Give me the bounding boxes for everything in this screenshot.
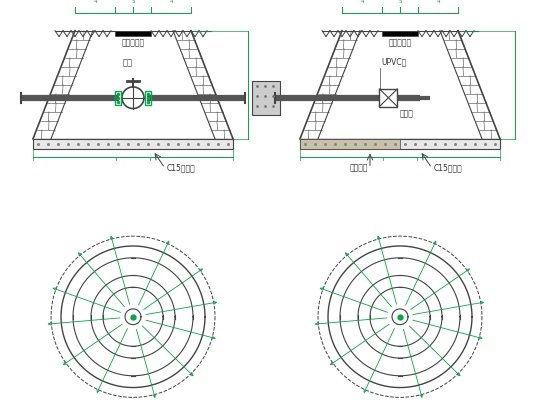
Text: UPVC管: UPVC管 xyxy=(382,57,407,66)
Text: 4: 4 xyxy=(360,0,364,4)
Bar xyxy=(380,89,398,107)
Text: 4: 4 xyxy=(436,0,440,4)
Text: 5: 5 xyxy=(131,0,135,4)
Text: C15砼垫层: C15砼垫层 xyxy=(167,164,196,173)
Text: 卵石垫层: 卵石垫层 xyxy=(349,164,368,173)
Text: 5: 5 xyxy=(398,0,402,4)
Bar xyxy=(115,91,121,105)
Circle shape xyxy=(122,87,144,108)
Text: 闸阀: 闸阀 xyxy=(123,58,133,67)
Text: 预制砼井盖: 预制砼井盖 xyxy=(389,39,412,47)
Bar xyxy=(145,91,151,105)
Text: 排水阀: 排水阀 xyxy=(399,110,413,118)
Text: 4: 4 xyxy=(169,0,172,4)
Bar xyxy=(115,31,151,36)
Text: 4: 4 xyxy=(94,0,97,4)
Bar xyxy=(300,139,500,149)
Text: 预制砼井盖: 预制砼井盖 xyxy=(122,39,144,47)
Bar xyxy=(33,139,233,149)
Bar xyxy=(252,81,280,115)
Text: C15砼垫层: C15砼垫层 xyxy=(434,164,463,173)
Bar xyxy=(382,31,418,36)
Bar xyxy=(300,139,400,149)
